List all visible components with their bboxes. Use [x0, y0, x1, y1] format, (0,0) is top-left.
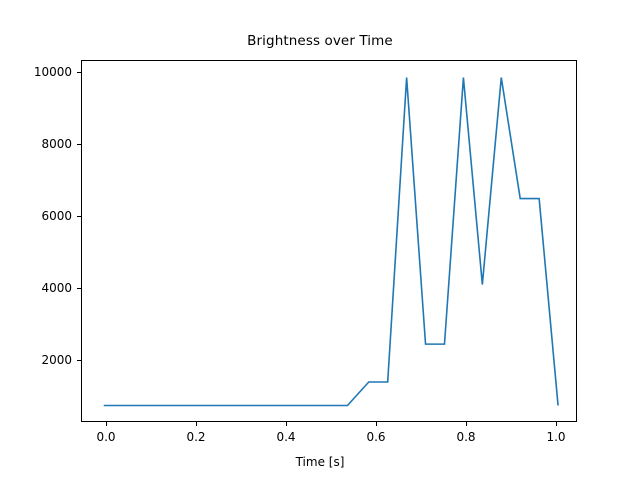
- y-tick-label-2000: 2000: [41, 353, 72, 367]
- y-tick-label-6000: 6000: [41, 209, 72, 223]
- x-tick-mark-0.6: [376, 422, 377, 426]
- x-tick-mark-0.8: [466, 422, 467, 426]
- chart-title: Brightness over Time: [247, 33, 393, 49]
- x-tick-mark-0.0: [106, 422, 107, 426]
- y-tick-label-4000: 4000: [41, 281, 72, 295]
- plot-frame: [81, 60, 577, 422]
- x-tick-label-0.0: 0.0: [96, 430, 116, 444]
- y-tick-mark-6000: [77, 216, 81, 217]
- x-tick-mark-0.4: [286, 422, 287, 426]
- brightness-line: [103, 77, 559, 407]
- x-axis-label: Time [s]: [295, 455, 345, 469]
- y-tick-label-10000: 10000: [33, 65, 72, 79]
- y-tick-label-8000: 8000: [41, 137, 72, 151]
- x-tick-label-0.6: 0.6: [366, 430, 386, 444]
- x-tick-label-0.8: 0.8: [456, 430, 476, 444]
- y-tick-mark-4000: [77, 288, 81, 289]
- x-tick-mark-1.0: [556, 422, 557, 426]
- x-tick-label-1.0: 1.0: [546, 430, 566, 444]
- x-tick-label-0.2: 0.2: [186, 430, 206, 444]
- y-tick-mark-2000: [77, 360, 81, 361]
- y-tick-mark-8000: [77, 144, 81, 145]
- plot-area: [103, 77, 559, 407]
- x-tick-label-0.4: 0.4: [276, 430, 296, 444]
- x-tick-mark-0.2: [196, 422, 197, 426]
- y-tick-mark-10000: [77, 72, 81, 73]
